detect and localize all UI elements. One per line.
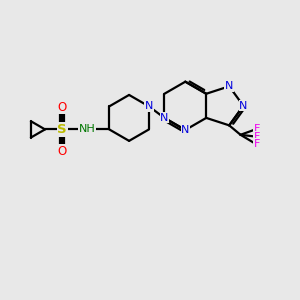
Text: F: F [254,124,260,134]
Text: F: F [254,139,260,148]
Text: O: O [58,145,67,158]
Text: O: O [58,101,67,114]
Text: F: F [254,132,260,142]
Text: N: N [239,101,248,111]
Text: NH: NH [79,124,95,134]
Text: N: N [181,125,190,135]
Text: N: N [160,113,169,123]
Text: S: S [57,123,67,136]
Text: N: N [145,101,153,111]
Text: N: N [225,81,233,91]
